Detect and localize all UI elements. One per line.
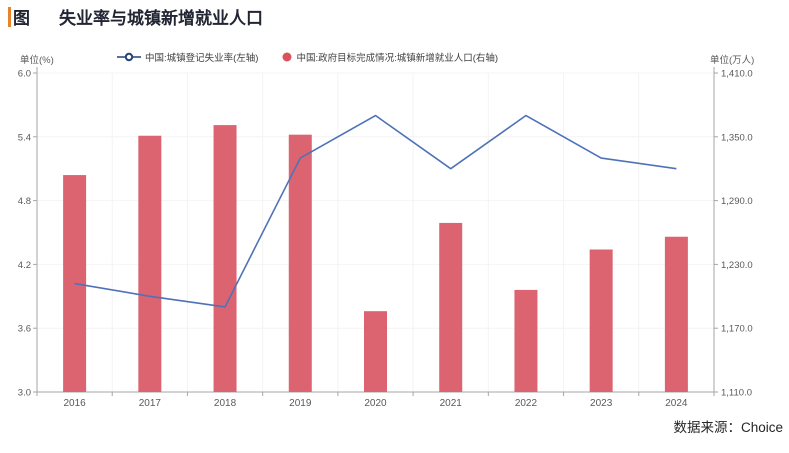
bar-2021 [439, 222, 463, 392]
bar-2020 [364, 311, 387, 392]
line-circle-icon [117, 52, 141, 62]
x-axis-label: 2017 [139, 398, 162, 409]
figure-badge: 图 [13, 9, 30, 28]
right-axis-tick-label: 1,290.0 [721, 196, 753, 207]
left-axis-tick-label: 3.0 [18, 388, 31, 399]
bar-2017 [138, 135, 162, 392]
figure-title: 失业率与城镇新增就业人口 [59, 9, 263, 28]
right-axis-tick-label: 1,230.0 [721, 260, 753, 271]
data-source-note: 数据来源：Choice [673, 420, 783, 435]
legend-item-new-employment[interactable]: 中国:政府目标完成情况:城镇新增就业人口(右轴) [282, 50, 498, 64]
x-axis-label: 2019 [289, 398, 312, 409]
bar-2023 [589, 249, 613, 392]
legend-item-unemployment-rate[interactable]: 中国:城镇登记失业率(左轴) [117, 50, 258, 64]
title-accent-bar [8, 6, 11, 27]
legend-label: 中国:政府目标完成情况:城镇新增就业人口(右轴) [296, 53, 499, 64]
bar-2018 [213, 125, 237, 392]
left-axis-tick-label: 4.2 [18, 260, 31, 271]
bar-2024 [664, 236, 688, 392]
legend-label: 中国:城镇登记失业率(左轴) [145, 53, 259, 64]
x-axis-label: 2024 [665, 398, 688, 409]
right-axis-tick-label: 1,110.0 [721, 388, 752, 399]
right-axis-unit-label: 单位(万人) [710, 55, 755, 66]
x-axis-label: 2022 [515, 398, 538, 409]
x-axis-label: 2021 [440, 398, 463, 409]
right-axis-tick-label: 1,350.0 [721, 132, 753, 143]
unemployment-rate-line [74, 114, 677, 308]
left-axis-unit-label: 单位(%) [20, 55, 54, 66]
bar-2019 [288, 134, 312, 392]
left-axis-tick-label: 3.6 [18, 324, 31, 335]
x-axis-label: 2020 [364, 398, 387, 409]
right-axis-tick-label: 1,170.0 [721, 324, 753, 335]
chart-legend: 中国:城镇登记失业率(左轴) 中国:政府目标完成情况:城镇新增就业人口(右轴) [117, 50, 498, 64]
bar-2022 [514, 289, 538, 392]
left-axis-tick-label: 5.4 [18, 132, 31, 143]
left-axis-tick-label: 6.0 [18, 69, 31, 80]
right-axis-tick-label: 1,410.0 [721, 69, 753, 80]
figure-header: 图 失业率与城镇新增就业人口 [8, 4, 263, 29]
x-axis-label: 2023 [590, 398, 613, 409]
dot-icon [282, 52, 292, 62]
x-axis-label: 2016 [63, 398, 86, 409]
x-axis-label: 2018 [214, 398, 237, 409]
left-axis-tick-label: 4.8 [18, 196, 31, 207]
